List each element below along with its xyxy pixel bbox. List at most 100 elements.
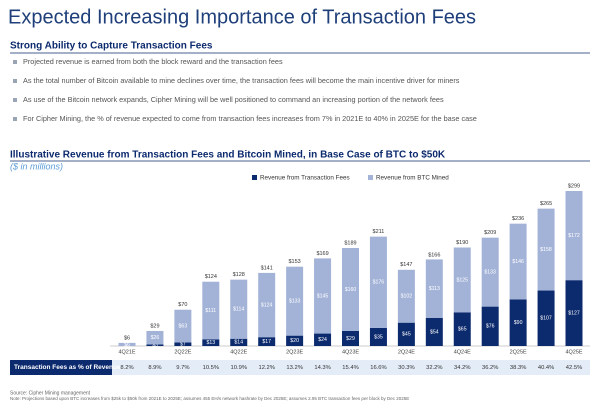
legend-label: Revenue from BTC Mined — [376, 175, 449, 182]
table-value: 40.4% — [538, 365, 554, 371]
segment-label: $90 — [514, 320, 523, 326]
bar-segment — [342, 248, 359, 331]
segment-label: $0 — [124, 343, 130, 349]
segment-label: $133 — [484, 270, 496, 276]
x-tick-label: 2Q24E — [398, 349, 415, 355]
bullet-text: For Cipher Mining, the % of revenue expe… — [23, 114, 477, 123]
bar-segment — [258, 272, 276, 338]
table-value: 38.3% — [510, 365, 526, 371]
bar-segment — [481, 237, 499, 307]
table-value: 12.2% — [258, 365, 274, 371]
bar-segment — [146, 330, 164, 345]
bar-segment — [537, 290, 555, 346]
total-label: $128 — [233, 272, 245, 278]
segment-label: $6 — [124, 342, 130, 348]
bar-segment — [369, 327, 387, 346]
table-value: 9.7% — [176, 365, 189, 371]
total-label: $236 — [512, 216, 524, 222]
x-tick-label: 4Q21E — [118, 349, 135, 355]
total-label: $265 — [540, 201, 552, 207]
section-title: Strong Ability to Capture Transaction Fe… — [10, 41, 213, 52]
segment-label: $20 — [290, 338, 299, 344]
segment-label: $26 — [151, 335, 160, 341]
total-label: $209 — [484, 230, 496, 236]
segment-label: $76 — [486, 324, 495, 330]
chart-subtitle: ($ in millions) — [10, 161, 63, 171]
table-label: Transaction Fees as % of Revenue — [14, 364, 121, 371]
table-label-cell — [10, 360, 112, 375]
legend-label: Revenue from Transaction Fees — [260, 175, 350, 182]
segment-label: $65 — [458, 327, 467, 333]
slide-title: Expected Increasing Importance of Transa… — [8, 6, 476, 28]
segment-label: $124 — [261, 302, 273, 308]
segment-label: $158 — [540, 247, 552, 253]
bar-segment — [453, 247, 471, 313]
bullet-marker — [13, 117, 17, 121]
bar-segment — [286, 266, 304, 336]
total-label: $124 — [205, 274, 217, 280]
bullet-marker — [13, 79, 17, 83]
table-value: 16.6% — [370, 365, 386, 371]
bar-segment — [397, 269, 415, 323]
segment-label: $24 — [318, 337, 327, 343]
bullet-text: Projected revenue is earned from both th… — [23, 57, 283, 66]
bar-segment — [425, 259, 443, 319]
bar-segment — [314, 258, 332, 334]
bar-segment — [118, 342, 136, 346]
x-tick-label: 4Q24E — [454, 349, 471, 355]
segment-label: $145 — [317, 293, 329, 299]
bar-segment — [174, 342, 192, 346]
bar-segment — [258, 337, 276, 346]
bar-segment — [509, 299, 527, 346]
table-value: 42.5% — [566, 365, 582, 371]
bar-segment — [202, 281, 220, 340]
segment-label: $125 — [456, 277, 468, 283]
segment-label: $13 — [206, 340, 215, 346]
total-label: $6 — [124, 335, 130, 341]
bar-segment — [565, 280, 583, 346]
bar-segment — [174, 309, 192, 343]
total-label: $29 — [150, 323, 159, 329]
segment-label: $160 — [345, 287, 357, 293]
bullet-marker — [13, 60, 17, 64]
legend-swatch — [252, 175, 257, 180]
bar-segment — [565, 191, 583, 281]
bar-segment — [425, 318, 443, 346]
segment-label: $172 — [568, 233, 580, 239]
table-row — [10, 360, 590, 375]
source: Source: Cipher Mining management — [10, 390, 91, 396]
table-value: 15.4% — [342, 365, 358, 371]
table-value: 36.2% — [482, 365, 498, 371]
x-tick-label: 4Q22E — [230, 349, 247, 355]
segment-label: $133 — [289, 299, 301, 305]
total-label: $211 — [373, 229, 385, 235]
bar-segment — [397, 322, 415, 346]
total-label: $190 — [456, 240, 468, 246]
segment-label: $17 — [262, 339, 271, 345]
table-value: 10.9% — [231, 365, 247, 371]
total-label: $147 — [400, 262, 412, 268]
bar-segment — [230, 338, 248, 346]
note: Note: Projections based upon BTC increas… — [10, 396, 409, 401]
bullets: Projected revenue is earned from both th… — [13, 57, 477, 123]
bar-segment — [146, 344, 164, 346]
bar-segment — [481, 306, 499, 346]
table-value: 32.2% — [426, 365, 442, 371]
segment-label: $176 — [373, 280, 385, 286]
segment-label: $113 — [429, 286, 440, 292]
total-label: $189 — [344, 240, 356, 246]
segment-label: $146 — [512, 259, 524, 265]
segment-label: $7 — [180, 342, 186, 348]
table-value: 34.2% — [454, 365, 470, 371]
bar-segment — [369, 236, 387, 328]
table-value: 8.2% — [120, 365, 133, 371]
bar-segment — [314, 333, 332, 346]
legend-swatch — [368, 175, 373, 180]
total-label: $70 — [178, 302, 187, 308]
table-value: 10.5% — [203, 365, 219, 371]
table-value: 13.2% — [286, 365, 302, 371]
bullet-text: As the total number of Bitcoin available… — [23, 76, 460, 85]
segment-label: $54 — [430, 329, 439, 335]
segment-label: $114 — [233, 307, 244, 313]
